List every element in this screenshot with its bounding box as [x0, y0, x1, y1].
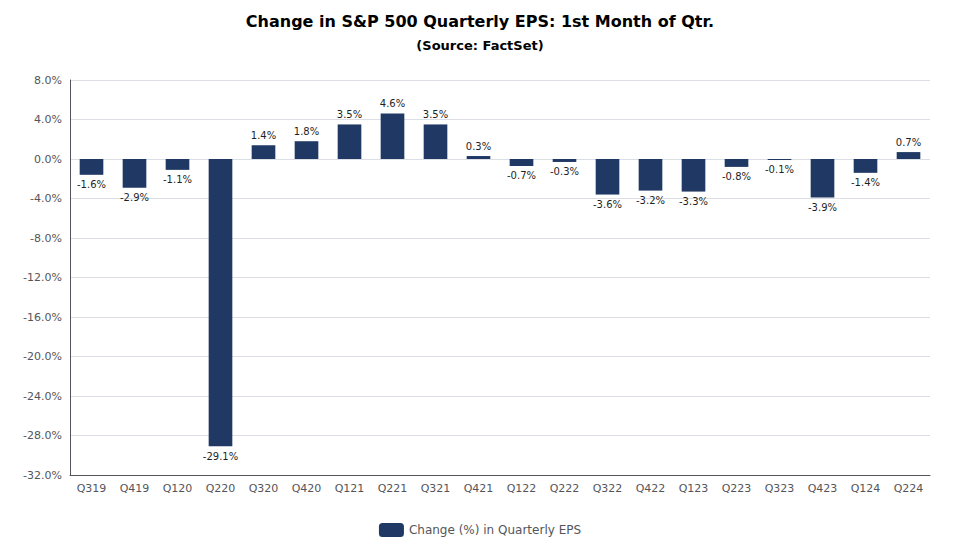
svg-text:0.0%: 0.0% [34, 153, 62, 166]
svg-text:Change (%) in Quarterly EPS: Change (%) in Quarterly EPS [409, 523, 581, 537]
svg-text:-12.0%: -12.0% [23, 271, 62, 284]
svg-text:Q323: Q323 [765, 482, 795, 495]
svg-text:-1.6%: -1.6% [77, 179, 106, 190]
svg-text:Q120: Q120 [163, 482, 193, 495]
svg-text:-29.1%: -29.1% [203, 451, 238, 462]
svg-text:4.0%: 4.0% [34, 113, 62, 126]
svg-text:0.7%: 0.7% [896, 137, 921, 148]
svg-text:-1.1%: -1.1% [163, 174, 192, 185]
svg-text:3.5%: 3.5% [337, 109, 362, 120]
svg-text:-20.0%: -20.0% [23, 350, 62, 363]
svg-text:Q420: Q420 [292, 482, 322, 495]
svg-text:-4.0%: -4.0% [30, 192, 62, 205]
svg-text:Q220: Q220 [206, 482, 236, 495]
svg-text:-0.1%: -0.1% [765, 164, 794, 175]
svg-text:Q121: Q121 [335, 482, 365, 495]
svg-text:Change in S&P 500 Quarterly EP: Change in S&P 500 Quarterly EPS: 1st Mon… [246, 12, 714, 31]
svg-text:Q122: Q122 [507, 482, 537, 495]
svg-text:-0.8%: -0.8% [722, 171, 751, 182]
svg-text:Q320: Q320 [249, 482, 279, 495]
svg-text:-16.0%: -16.0% [23, 311, 62, 324]
svg-text:Q422: Q422 [636, 482, 666, 495]
svg-text:1.4%: 1.4% [251, 130, 276, 141]
svg-text:Q421: Q421 [464, 482, 494, 495]
svg-text:Q322: Q322 [593, 482, 623, 495]
svg-text:-3.6%: -3.6% [593, 199, 622, 210]
svg-text:-0.3%: -0.3% [550, 166, 579, 177]
svg-text:-3.9%: -3.9% [808, 202, 837, 213]
svg-text:Q124: Q124 [851, 482, 881, 495]
svg-text:-2.9%: -2.9% [120, 192, 149, 203]
svg-text:Q223: Q223 [722, 482, 752, 495]
svg-text:Q222: Q222 [550, 482, 580, 495]
svg-text:(Source: FactSet): (Source: FactSet) [416, 38, 543, 53]
svg-text:Q224: Q224 [894, 482, 924, 495]
svg-text:Q221: Q221 [378, 482, 408, 495]
svg-text:Q123: Q123 [679, 482, 709, 495]
svg-text:-32.0%: -32.0% [23, 469, 62, 482]
svg-text:-3.2%: -3.2% [636, 195, 665, 206]
svg-text:1.8%: 1.8% [294, 126, 319, 137]
svg-text:-0.7%: -0.7% [507, 170, 536, 181]
svg-text:Q321: Q321 [421, 482, 451, 495]
svg-text:-8.0%: -8.0% [30, 232, 62, 245]
svg-text:Q423: Q423 [808, 482, 838, 495]
svg-text:-3.3%: -3.3% [679, 196, 708, 207]
svg-text:-28.0%: -28.0% [23, 429, 62, 442]
svg-text:0.3%: 0.3% [466, 141, 491, 152]
svg-text:-1.4%: -1.4% [851, 177, 880, 188]
svg-text:3.5%: 3.5% [423, 109, 448, 120]
svg-text:8.0%: 8.0% [34, 74, 62, 87]
svg-text:-24.0%: -24.0% [23, 390, 62, 403]
svg-text:4.6%: 4.6% [380, 98, 405, 109]
svg-text:Q319: Q319 [77, 482, 107, 495]
svg-text:Q419: Q419 [120, 482, 150, 495]
